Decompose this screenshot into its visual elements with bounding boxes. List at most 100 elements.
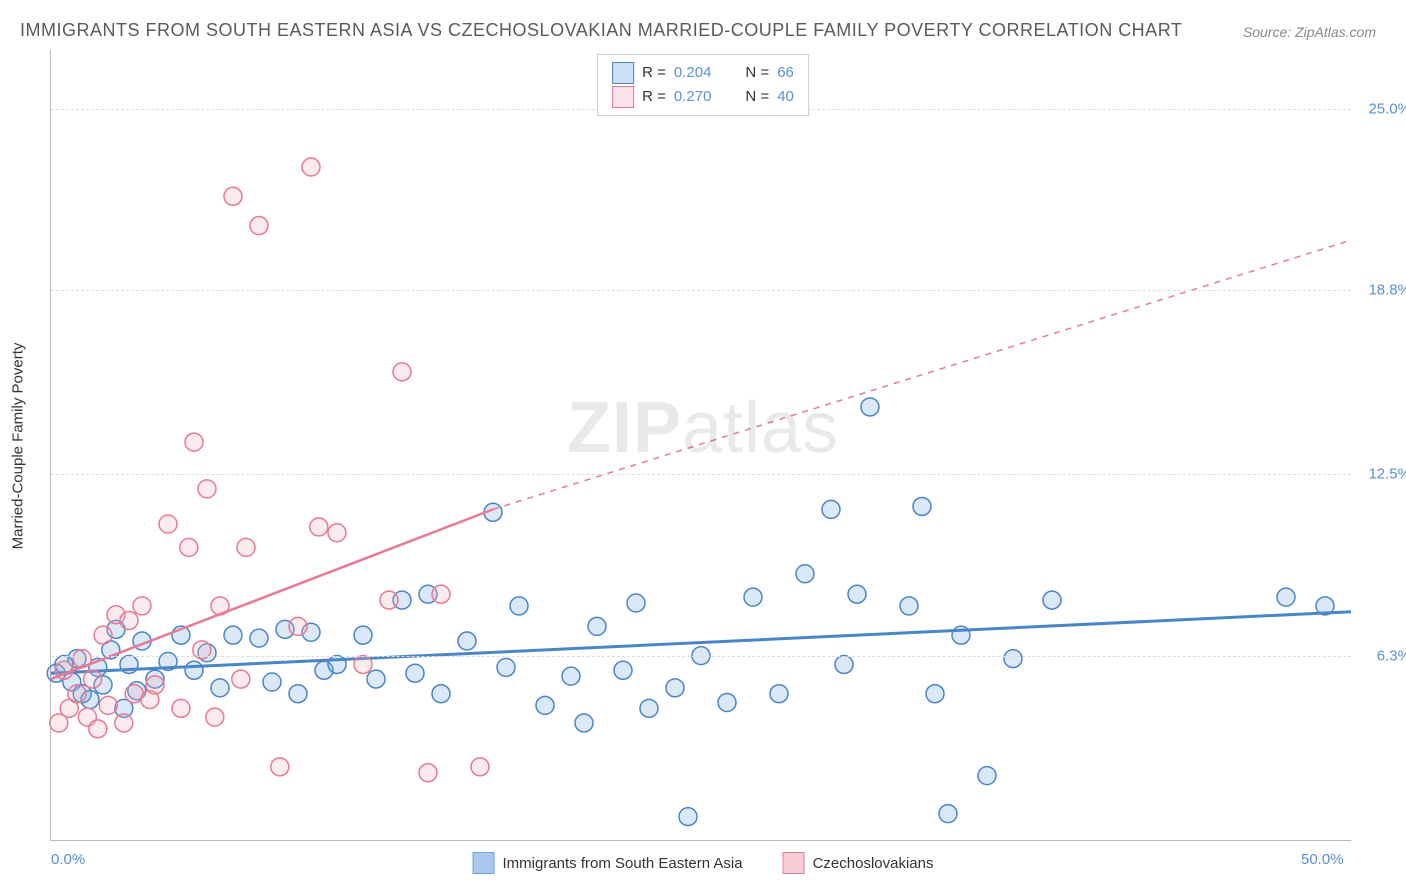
data-point [380, 591, 398, 609]
data-point [770, 685, 788, 703]
legend-swatch [612, 62, 634, 84]
y-tick-label: 25.0% [1368, 100, 1406, 117]
legend-correlation-box: R = 0.204N = 66R = 0.270N = 40 [597, 54, 809, 116]
legend-swatch [612, 86, 634, 108]
data-point [185, 661, 203, 679]
data-point [614, 661, 632, 679]
grid-line [51, 656, 1351, 657]
data-point [1043, 591, 1061, 609]
data-point [679, 808, 697, 826]
data-point [510, 597, 528, 615]
r-label: R = [642, 61, 666, 85]
data-point [562, 667, 580, 685]
data-point [666, 679, 684, 697]
data-point [146, 676, 164, 694]
n-label: N = [745, 61, 769, 85]
data-point [822, 500, 840, 518]
data-point [172, 699, 190, 717]
n-label: N = [745, 85, 769, 109]
legend-swatch [472, 852, 494, 874]
legend-series-item: Immigrants from South Eastern Asia [472, 852, 742, 874]
data-point [835, 655, 853, 673]
plot-area: 6.3%12.5%18.8%25.0%0.0%50.0% [50, 50, 1351, 841]
y-axis-label: Married-Couple Family Poverty [10, 343, 27, 550]
data-point [211, 679, 229, 697]
n-value: 66 [777, 61, 794, 85]
data-point [588, 617, 606, 635]
data-point [133, 597, 151, 615]
data-point [432, 585, 450, 603]
data-point [393, 363, 411, 381]
legend-series-label: Czechoslovakians [813, 855, 934, 872]
data-point [1004, 650, 1022, 668]
data-point [232, 670, 250, 688]
data-point [354, 626, 372, 644]
r-label: R = [642, 85, 666, 109]
data-point [271, 758, 289, 776]
data-point [328, 524, 346, 542]
data-point [913, 497, 931, 515]
chart-title: IMMIGRANTS FROM SOUTH EASTERN ASIA VS CZ… [20, 20, 1182, 41]
data-point [354, 655, 372, 673]
data-point [185, 433, 203, 451]
data-point [926, 685, 944, 703]
y-tick-label: 18.8% [1368, 281, 1406, 298]
data-point [99, 696, 117, 714]
data-point [68, 685, 86, 703]
data-point [250, 629, 268, 647]
data-point [289, 685, 307, 703]
data-point [640, 699, 658, 717]
data-point [848, 585, 866, 603]
x-tick-label: 0.0% [51, 851, 85, 868]
y-tick-label: 6.3% [1377, 647, 1406, 664]
data-point [978, 767, 996, 785]
data-point [310, 518, 328, 536]
chart-svg [51, 50, 1351, 840]
legend-series-label: Immigrants from South Eastern Asia [502, 855, 742, 872]
legend-series: Immigrants from South Eastern Asia Czecho… [472, 852, 933, 874]
data-point [432, 685, 450, 703]
r-value: 0.270 [674, 85, 712, 109]
legend-swatch [783, 852, 805, 874]
grid-line [51, 474, 1351, 475]
data-point [206, 708, 224, 726]
data-point [84, 670, 102, 688]
data-point [224, 626, 242, 644]
data-point [939, 805, 957, 823]
data-point [289, 617, 307, 635]
data-point [900, 597, 918, 615]
legend-stat-row: R = 0.270N = 40 [612, 85, 794, 109]
data-point [367, 670, 385, 688]
data-point [1277, 588, 1295, 606]
grid-line [51, 290, 1351, 291]
legend-series-item: Czechoslovakians [783, 852, 934, 874]
data-point [796, 565, 814, 583]
data-point [627, 594, 645, 612]
data-point [406, 664, 424, 682]
data-point [718, 693, 736, 711]
data-point [250, 217, 268, 235]
data-point [89, 720, 107, 738]
data-point [224, 187, 242, 205]
legend-stat-row: R = 0.204 N = 66 [612, 61, 794, 85]
data-point [471, 758, 489, 776]
data-point [497, 658, 515, 676]
data-point [237, 538, 255, 556]
y-tick-label: 12.5% [1368, 466, 1406, 483]
data-point [458, 632, 476, 650]
data-point [115, 714, 133, 732]
data-point [419, 764, 437, 782]
data-point [744, 588, 762, 606]
data-point [159, 515, 177, 533]
r-value: 0.204 [674, 61, 712, 85]
data-point [575, 714, 593, 732]
data-point [198, 480, 216, 498]
data-point [302, 158, 320, 176]
data-point [120, 612, 138, 630]
trend-line-dashed [493, 240, 1351, 509]
data-point [180, 538, 198, 556]
data-point [536, 696, 554, 714]
source-attribution: Source: ZipAtlas.com [1243, 24, 1376, 40]
x-tick-label: 50.0% [1301, 851, 1344, 868]
data-point [94, 626, 112, 644]
